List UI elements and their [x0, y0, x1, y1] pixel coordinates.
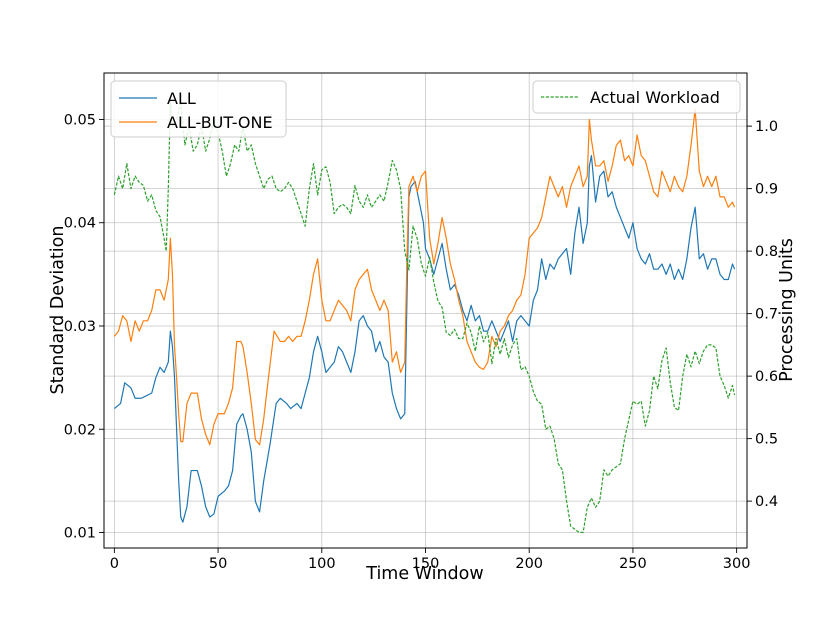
x-tick-label: 200 — [515, 556, 543, 572]
x-tick-label: 300 — [723, 556, 751, 572]
x-axis-label: Time Window — [365, 564, 483, 584]
x-tick-label: 0 — [110, 556, 119, 572]
legend-label-all-but-one: ALL-BUT-ONE — [167, 113, 273, 132]
y-right-tick-label: 0.4 — [755, 494, 778, 510]
series-line-all-but-one — [113, 108, 736, 446]
x-tick-label: 150 — [412, 556, 440, 572]
y-left-tick-label: 0.02 — [64, 422, 96, 438]
x-tick-label: 100 — [308, 556, 336, 572]
y-axis-left-label: Standard Deviation — [48, 226, 68, 395]
y-left-tick-label: 0.04 — [64, 216, 96, 232]
y-right-tick-label: 0.6 — [755, 369, 778, 385]
y-axis-right-label: Processing Units — [777, 238, 797, 382]
y-left-tick-label: 0.01 — [64, 526, 96, 542]
legend-left-box — [110, 80, 287, 138]
x-tick-label: 250 — [619, 556, 647, 572]
legend-right: Actual Workload — [532, 80, 741, 114]
y-right-tick-label: 0.5 — [755, 432, 778, 448]
grid — [104, 73, 747, 548]
series-line-all — [113, 155, 736, 523]
legend-label-all: ALL — [167, 89, 196, 108]
axes: 0 50 100 150 200 250 300 0.01 0.02 0.03 0.04 0.05 0.… — [64, 112, 778, 572]
legend-left: ALL ALL-BUT-ONE — [110, 80, 287, 138]
legend-right-box — [532, 80, 741, 114]
y-right-tick-label: 0.8 — [755, 244, 778, 260]
y-right-tick-label: 0.7 — [755, 307, 778, 323]
y-right-tick-label: 1.0 — [755, 119, 778, 135]
y-left-tick-label: 0.03 — [64, 319, 96, 335]
x-tick-label: 50 — [209, 556, 227, 572]
legend-label-actual-workload: Actual Workload — [590, 88, 720, 107]
y-left-tick-label: 0.05 — [64, 112, 96, 128]
y-right-tick-label: 0.9 — [755, 182, 778, 198]
